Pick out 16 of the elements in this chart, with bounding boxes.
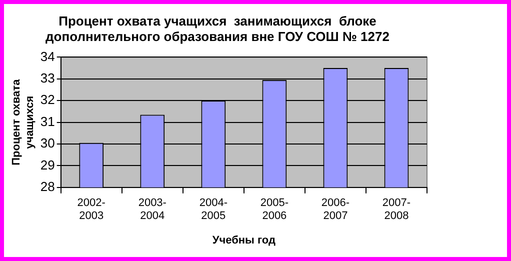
chart-title: Процент охвата учащихся занимающихся блоке дополнительного образования вне ГОУ СОШ № 1272 [46,13,390,44]
y-tick-label: 33 [40,70,55,86]
x-tick-label: 2003-2004 [138,197,167,222]
y-tick-label: 32 [40,92,55,108]
y-tick-label: 29 [40,157,55,172]
y-tick-label: 30 [40,136,55,151]
x-axis-title: Учебны год [212,234,276,246]
y-tick-label: 34 [40,48,55,64]
x-tick-label: 2007-2008 [382,197,411,222]
x-tick-label: 2002-2003 [77,197,106,222]
y-axis-title: Процент охвата учащихся [10,78,36,166]
x-tick-label: 2006-2007 [321,197,350,222]
y-tick-label: 28 [40,178,55,194]
x-tick-label: 2005-2006 [260,197,289,222]
y-tick-label: 31 [40,114,55,129]
x-tick-label: 2004-2005 [199,197,228,222]
